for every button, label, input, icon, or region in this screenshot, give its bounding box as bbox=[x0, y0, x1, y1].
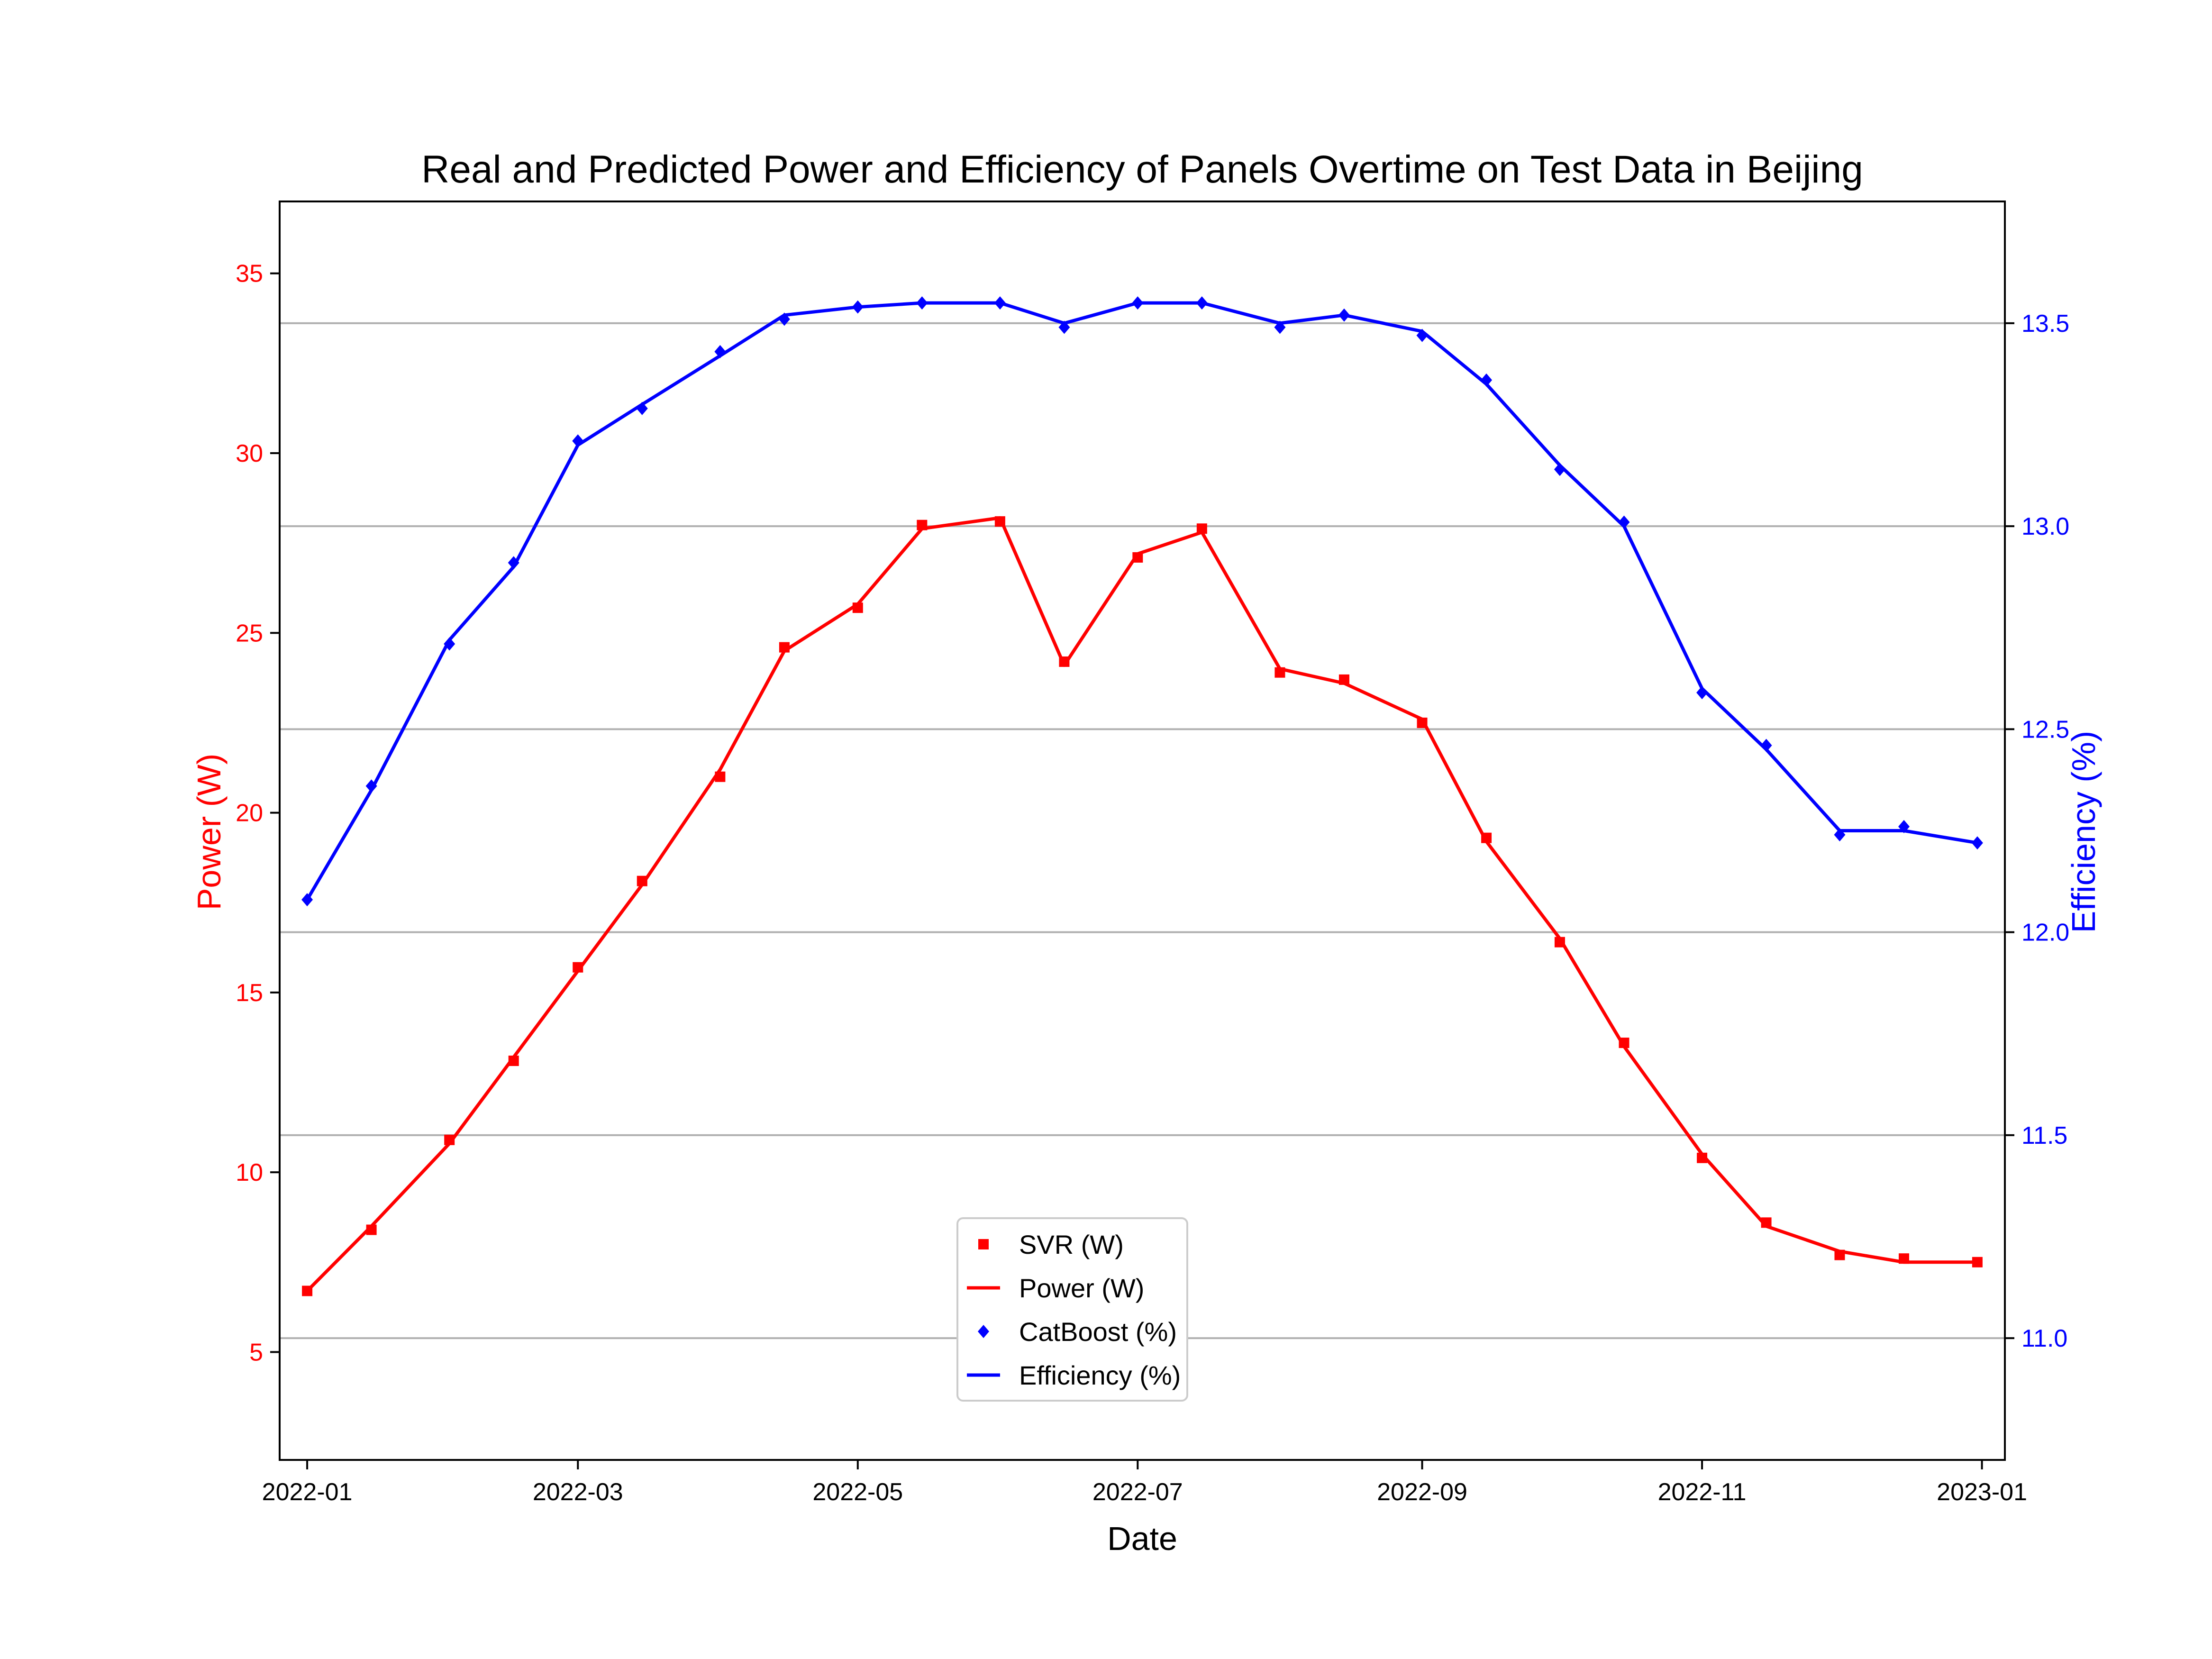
catboost-point bbox=[444, 637, 455, 651]
x-axis-ticks: 2022-01 2022-03 2022-05 2022-07 2022-09 2022-… bbox=[262, 1460, 2027, 1506]
x-tick-label: 2022-03 bbox=[533, 1478, 623, 1506]
catboost-point bbox=[778, 312, 790, 326]
left-tick-label: 20 bbox=[236, 800, 263, 827]
x-axis-label: Date bbox=[1107, 1520, 1177, 1557]
legend-diamond-swatch bbox=[978, 1325, 989, 1338]
svr-point bbox=[1697, 1152, 1708, 1163]
legend-box bbox=[956, 1217, 1188, 1402]
legend: SVR (W) Power (W) CatBoost (%) Efficiency (… bbox=[956, 1217, 1188, 1402]
right-tick-label: 11.0 bbox=[2021, 1325, 2067, 1352]
right-tick-label: 13.5 bbox=[2021, 310, 2069, 337]
left-tick-label: 35 bbox=[236, 260, 263, 288]
svr-point bbox=[715, 771, 726, 782]
legend-label: SVR (W) bbox=[1019, 1230, 1124, 1259]
series-layer bbox=[301, 296, 1983, 1296]
legend-label: CatBoost (%) bbox=[1019, 1317, 1177, 1347]
catboost-point bbox=[1058, 320, 1070, 334]
catboost-point bbox=[852, 300, 864, 314]
svr-point bbox=[1196, 523, 1207, 534]
svr-point bbox=[1059, 656, 1070, 667]
svr-point bbox=[444, 1134, 455, 1145]
svr-point bbox=[1899, 1253, 1910, 1264]
catboost-point bbox=[1834, 828, 1846, 842]
right-tick-label: 12.5 bbox=[2021, 716, 2069, 743]
svr-point bbox=[366, 1224, 377, 1235]
x-tick-label: 2022-11 bbox=[1658, 1478, 1747, 1506]
svr-point bbox=[573, 962, 583, 973]
svr-point bbox=[1132, 552, 1143, 563]
power-line bbox=[306, 516, 1977, 1292]
right-axis-label: Efficiency (%) bbox=[2065, 731, 2102, 933]
x-tick-label: 2022-05 bbox=[812, 1478, 903, 1506]
catboost-point bbox=[1132, 296, 1144, 310]
left-axis-ticks: 5 10 15 20 25 30 35 bbox=[236, 260, 280, 1366]
left-axis-label: Power (W) bbox=[191, 754, 228, 911]
catboost-point bbox=[1618, 515, 1630, 529]
svr-point bbox=[508, 1055, 519, 1066]
catboost-point bbox=[365, 779, 377, 793]
left-tick-label: 25 bbox=[236, 620, 263, 647]
right-axis-ticks: 11.0 11.5 12.0 12.5 13.0 13.5 bbox=[2005, 310, 2069, 1352]
svr-point bbox=[1274, 667, 1285, 678]
legend-label: Efficiency (%) bbox=[1019, 1360, 1181, 1390]
legend-label: Power (W) bbox=[1019, 1273, 1144, 1303]
x-tick-label: 2022-09 bbox=[1377, 1478, 1467, 1506]
svr-point bbox=[1761, 1217, 1772, 1228]
svr-point bbox=[1338, 674, 1349, 685]
catboost-point bbox=[714, 345, 726, 358]
catboost-point bbox=[508, 556, 519, 570]
left-tick-label: 10 bbox=[236, 1159, 263, 1186]
svr-point bbox=[1972, 1257, 1983, 1267]
catboost-point bbox=[916, 296, 928, 310]
catboost-point bbox=[1760, 738, 1772, 752]
right-tick-label: 11.5 bbox=[2021, 1122, 2067, 1149]
right-tick-label: 13.0 bbox=[2021, 513, 2069, 540]
svr-point bbox=[779, 642, 790, 653]
catboost-point bbox=[1196, 296, 1208, 310]
svr-point bbox=[917, 520, 928, 530]
catboost-point bbox=[1274, 320, 1286, 334]
left-tick-label: 15 bbox=[236, 979, 263, 1007]
chart-title: Real and Predicted Power and Efficiency … bbox=[421, 148, 1863, 191]
svr-point bbox=[994, 516, 1005, 527]
catboost-point bbox=[994, 296, 1006, 310]
plot-frame bbox=[279, 201, 2006, 1461]
x-tick-label: 2023-01 bbox=[1937, 1478, 2027, 1506]
left-tick-label: 5 bbox=[249, 1339, 263, 1366]
svr-point bbox=[1417, 717, 1428, 728]
catboost-point bbox=[1696, 686, 1708, 700]
catboost-point bbox=[636, 401, 648, 415]
efficiency-line bbox=[306, 301, 1978, 901]
svr-point bbox=[637, 875, 647, 886]
left-tick-label: 30 bbox=[236, 440, 263, 467]
catboost-point bbox=[1416, 328, 1428, 342]
svr-point bbox=[1619, 1038, 1629, 1048]
catboost-point bbox=[301, 893, 313, 907]
catboost-point bbox=[1898, 820, 1910, 833]
catboost-point bbox=[1338, 308, 1350, 322]
catboost-point bbox=[1481, 373, 1493, 387]
catboost-point bbox=[1971, 836, 1983, 850]
x-tick-label: 2022-01 bbox=[262, 1478, 353, 1506]
catboost-point bbox=[572, 434, 584, 448]
svr-point bbox=[1481, 832, 1492, 843]
svr-point bbox=[302, 1285, 313, 1296]
svr-point bbox=[1554, 937, 1565, 948]
x-tick-label: 2022-07 bbox=[1092, 1478, 1183, 1506]
catboost-point bbox=[1554, 463, 1566, 476]
svr-point bbox=[1834, 1249, 1845, 1260]
grid-lines bbox=[280, 322, 2005, 1340]
right-tick-label: 12.0 bbox=[2021, 919, 2069, 947]
legend-square-swatch bbox=[978, 1239, 989, 1249]
svr-point bbox=[852, 602, 863, 613]
